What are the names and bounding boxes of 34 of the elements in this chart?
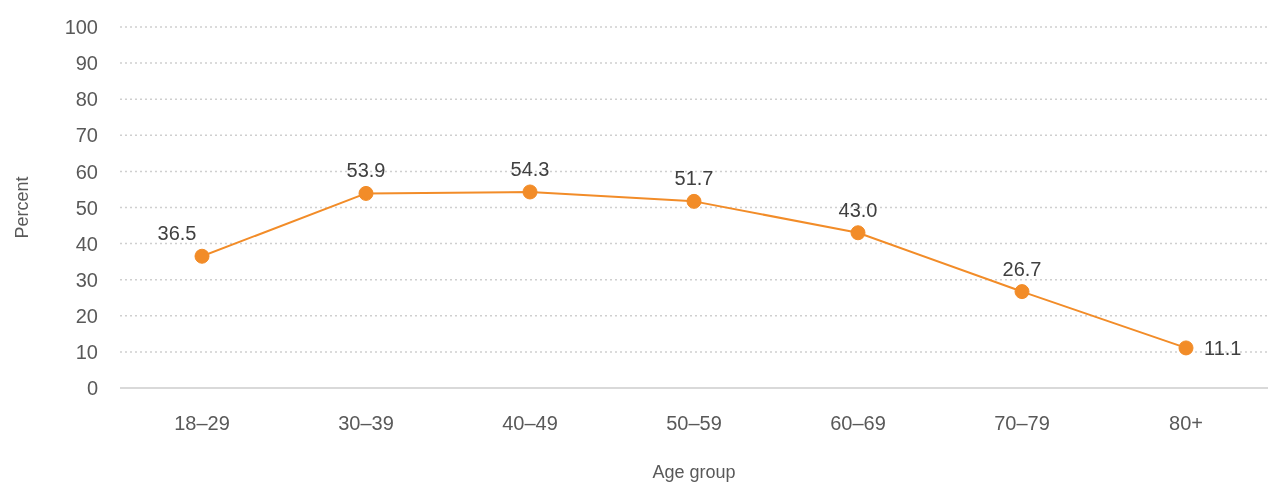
x-tick-label: 60–69 [830, 412, 886, 435]
y-tick-label: 80 [75, 88, 98, 111]
y-tick-label: 40 [75, 232, 98, 255]
data-label: 36.5 [157, 222, 197, 245]
x-tick-label: 30–39 [338, 412, 394, 435]
y-tick-label: 20 [75, 304, 98, 327]
data-label: 11.1 [1204, 336, 1242, 359]
y-tick-label: 90 [75, 52, 98, 75]
y-tick-label: 10 [75, 341, 98, 363]
data-label: 51.7 [674, 167, 714, 190]
y-tick-label: 100 [64, 16, 98, 39]
x-tick-label: 40–49 [502, 412, 558, 435]
y-tick-label: 60 [75, 160, 98, 183]
x-axis-title: Age group [652, 462, 736, 482]
point [686, 193, 702, 209]
point [522, 184, 538, 200]
data-label: 26.7 [1002, 257, 1042, 280]
x-tick-label: 70–79 [994, 412, 1050, 435]
point [194, 248, 210, 264]
y-tick-label: 70 [75, 124, 98, 147]
point [1014, 284, 1030, 300]
y-tick-label: 30 [75, 268, 98, 291]
point [358, 185, 374, 201]
x-tick-label: 18–29 [174, 412, 230, 435]
data-label: 53.9 [346, 159, 386, 182]
point [1178, 340, 1194, 356]
data-label: 54.3 [510, 157, 550, 180]
y-axis-title: Percent [12, 176, 32, 239]
data-label: 43.0 [838, 198, 878, 221]
y-tick-label: 0 [86, 377, 98, 400]
x-tick-label: 80+ [1169, 412, 1203, 435]
y-tick-label: 50 [75, 196, 98, 219]
x-tick-label: 50–59 [666, 412, 722, 435]
point [850, 225, 866, 241]
